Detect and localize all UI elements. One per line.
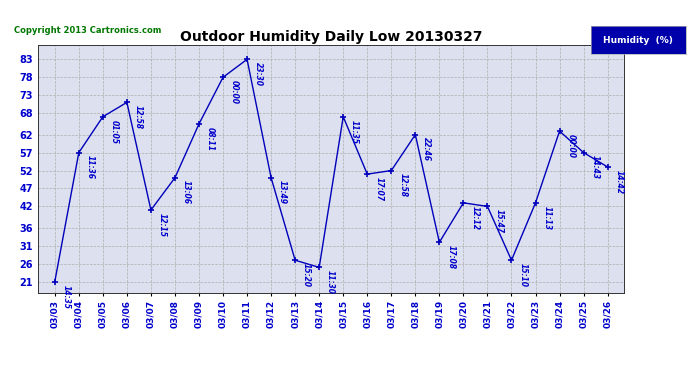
Text: 13:49: 13:49 — [278, 180, 287, 204]
Text: 12:15: 12:15 — [158, 213, 167, 237]
Text: 22:46: 22:46 — [422, 138, 431, 162]
Text: 11:30: 11:30 — [326, 270, 335, 294]
Text: 14:35: 14:35 — [61, 285, 70, 309]
Text: 00:00: 00:00 — [566, 134, 575, 158]
Text: 15:20: 15:20 — [302, 263, 311, 287]
Text: 08:11: 08:11 — [206, 127, 215, 151]
Text: Copyright 2013 Cartronics.com: Copyright 2013 Cartronics.com — [14, 26, 162, 35]
Text: 11:13: 11:13 — [542, 206, 551, 230]
Text: 00:00: 00:00 — [230, 80, 239, 104]
Text: 01:05: 01:05 — [110, 120, 119, 144]
Text: 12:58: 12:58 — [134, 105, 143, 129]
Text: 11:35: 11:35 — [350, 120, 359, 144]
Text: 17:08: 17:08 — [446, 245, 455, 269]
Text: 12:58: 12:58 — [398, 173, 407, 197]
Text: 14:43: 14:43 — [591, 155, 600, 179]
Text: 14:42: 14:42 — [615, 170, 624, 194]
Text: 15:10: 15:10 — [518, 263, 527, 287]
Title: Outdoor Humidity Daily Low 20130327: Outdoor Humidity Daily Low 20130327 — [180, 30, 482, 44]
Text: 12:12: 12:12 — [471, 206, 480, 230]
Text: Humidity  (%): Humidity (%) — [603, 36, 673, 45]
Text: 17:07: 17:07 — [374, 177, 383, 201]
Text: 23:30: 23:30 — [254, 62, 263, 86]
Text: 13:06: 13:06 — [182, 180, 191, 204]
Text: 11:36: 11:36 — [86, 155, 95, 179]
Text: 15:47: 15:47 — [494, 209, 504, 233]
